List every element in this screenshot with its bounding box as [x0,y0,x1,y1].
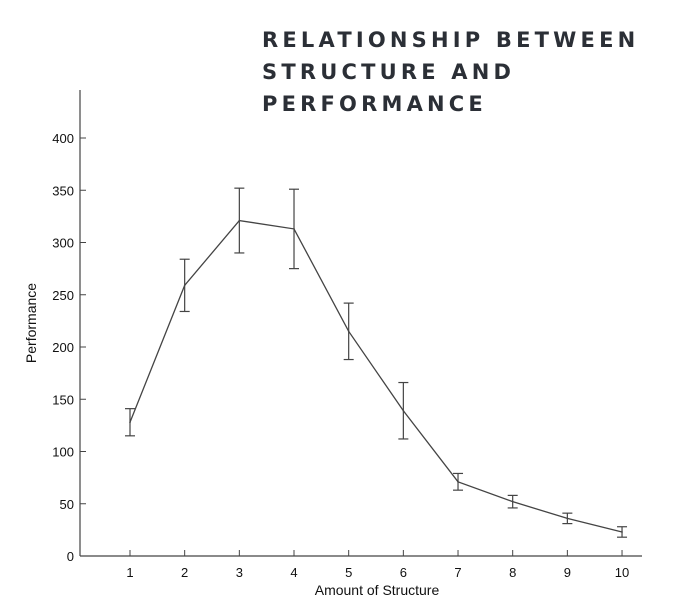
y-tick-label: 50 [60,497,74,512]
data-point [621,531,623,533]
chart-title-line: STRUCTURE AND [262,60,516,84]
y-tick-label: 0 [67,549,74,564]
x-tick-label: 3 [236,565,243,580]
x-tick-label: 7 [454,565,461,580]
data-point [566,517,569,520]
data-point [293,228,295,230]
x-axis-label: Amount of Structure [315,582,440,598]
y-tick-label: 300 [52,236,74,251]
x-tick-label: 2 [181,565,188,580]
chart-title: RELATIONSHIP BETWEEN STRUCTURE AND PERFO… [262,24,662,120]
y-tick-label: 150 [52,392,74,407]
x-tick-label: 8 [509,565,516,580]
series-line [129,219,623,533]
data-point [238,219,241,222]
x-tick-label: 9 [564,565,571,580]
data-point [402,409,405,412]
data-point [511,500,514,503]
x-tick-label: 6 [400,565,407,580]
y-tick-label: 250 [52,288,74,303]
x-tick-label: 10 [615,565,629,580]
data-point [457,481,459,483]
data-point [129,421,131,424]
data-point [183,284,186,287]
data-point [347,330,350,333]
chart-title-line: RELATIONSHIP BETWEEN [262,28,640,52]
y-tick-label: 100 [52,445,74,460]
y-tick-label: 200 [52,340,74,355]
chart-title-line: PERFORMANCE [262,92,487,116]
y-tick-label: 400 [52,131,74,146]
y-tick-label: 350 [52,183,74,198]
y-axis-label: Performance [23,283,39,363]
x-tick-label: 5 [345,565,352,580]
x-tick-label: 4 [290,565,297,580]
x-tick-label: 1 [126,565,133,580]
